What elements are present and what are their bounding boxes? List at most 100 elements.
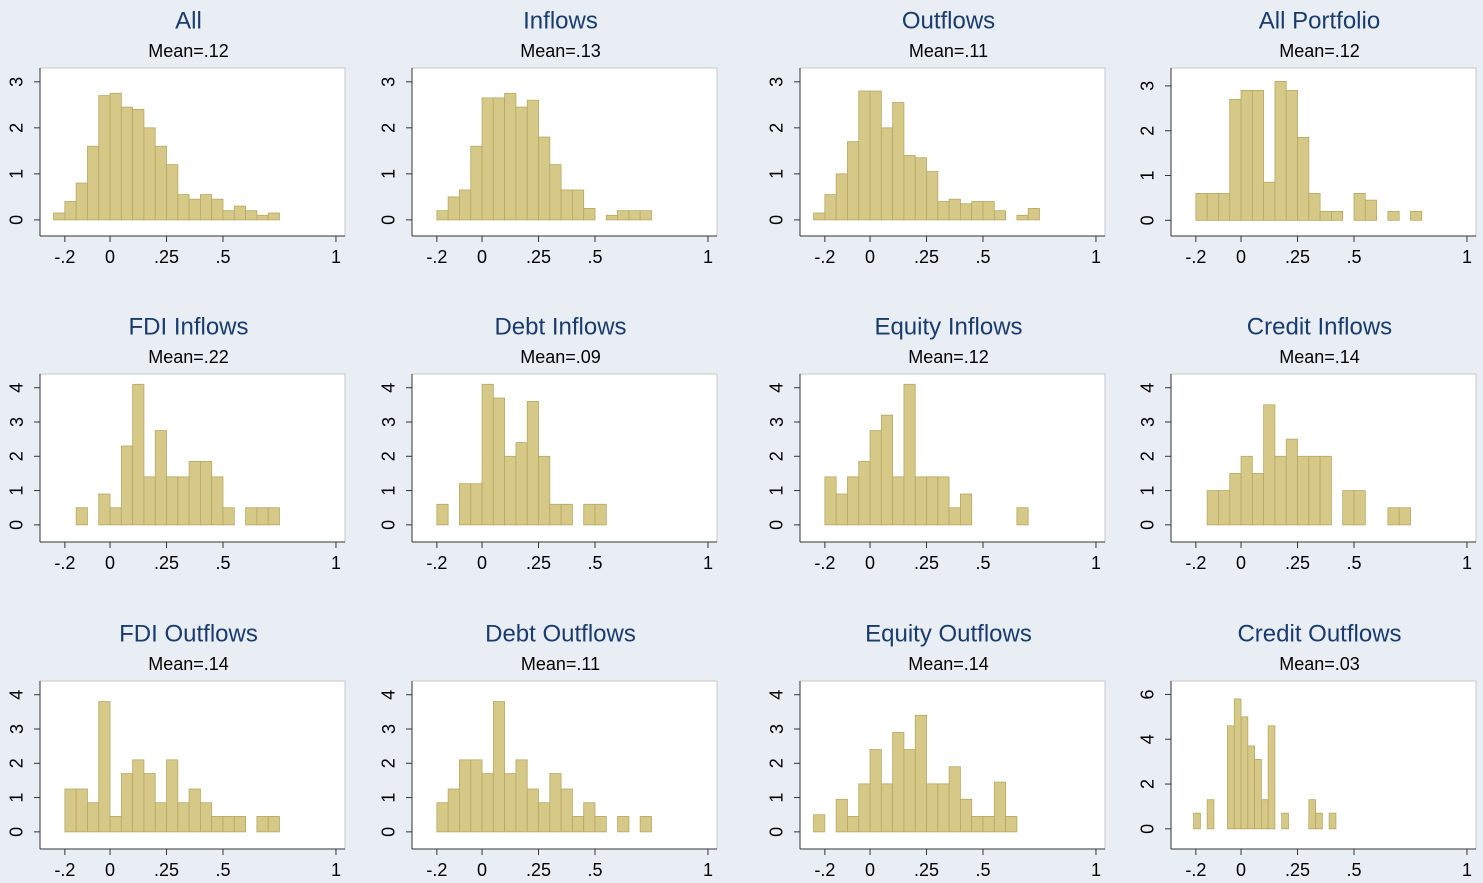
bar: [109, 816, 122, 833]
y-tick-label: 2: [379, 758, 399, 768]
y-tick-label: 2: [379, 123, 399, 133]
x-tick-label: -.2: [814, 247, 835, 267]
bar: [1297, 455, 1310, 526]
bar: [594, 816, 607, 833]
bar: [960, 798, 973, 833]
y-tick-label: 3: [7, 417, 27, 427]
y-tick-label: 4: [379, 383, 399, 393]
y-tick-label: 1: [7, 793, 27, 803]
bar: [1005, 816, 1018, 833]
bar: [1195, 193, 1208, 221]
x-tick-label: .5: [975, 860, 990, 880]
bar: [914, 714, 927, 833]
bar: [120, 445, 134, 526]
bar: [835, 173, 848, 221]
panel-title: Inflows: [523, 7, 598, 34]
x-tick-label: .5: [1346, 860, 1361, 880]
panel-subtitle: Mean=.14: [1279, 347, 1360, 367]
panel: Debt Outflows Mean=.11 -.2 0 .25 .5 1 0 1 2 3 4: [379, 620, 718, 880]
y-tick-label: 0: [1138, 520, 1158, 530]
bar: [166, 759, 179, 833]
bar: [1308, 193, 1321, 221]
bar: [869, 749, 882, 833]
bar: [926, 476, 939, 526]
x-tick-label: 0: [865, 860, 875, 880]
panel-title: Debt Inflows: [494, 313, 626, 340]
y-tick-label: 1: [1138, 171, 1158, 181]
bar: [1315, 812, 1323, 830]
bar: [892, 476, 905, 526]
bar: [982, 201, 995, 221]
bar: [436, 802, 449, 833]
y-tick-label: 0: [767, 215, 787, 225]
y-tick-label: 2: [7, 123, 27, 133]
bar: [222, 507, 235, 526]
bar: [813, 814, 826, 833]
bar: [880, 783, 894, 833]
y-tick-label: 2: [1138, 451, 1158, 461]
bar: [1206, 799, 1215, 830]
bar: [98, 95, 111, 221]
x-tick-label: .25: [154, 860, 179, 880]
y-tick-label: 4: [7, 690, 27, 700]
y-tick-label: 2: [767, 758, 787, 768]
bar: [526, 788, 539, 833]
x-tick-label: .25: [1285, 247, 1310, 267]
x-tick-label: 1: [1462, 553, 1472, 573]
y-tick-label: 3: [767, 77, 787, 87]
y-tick-label: 0: [7, 215, 27, 225]
bar: [188, 461, 201, 526]
bar: [481, 773, 494, 833]
bar: [459, 189, 472, 221]
y-tick-label: 1: [379, 486, 399, 496]
bar: [1027, 207, 1040, 221]
y-tick-label: 1: [767, 486, 787, 496]
x-tick-label: -.2: [1185, 247, 1206, 267]
bar: [1364, 199, 1377, 221]
panel: Debt Inflows Mean=.09 -.2 0 .25 .5 1 0 1 2 3 4: [379, 313, 718, 573]
bar: [549, 164, 562, 221]
bar: [835, 798, 848, 833]
bar: [858, 783, 871, 833]
x-tick-label: .25: [914, 860, 939, 880]
bar: [869, 430, 882, 526]
x-tick-label: 1: [703, 553, 713, 573]
x-tick-label: 1: [1091, 860, 1101, 880]
bar: [1193, 812, 1201, 830]
bar: [937, 783, 950, 833]
bar: [53, 212, 66, 221]
y-tick-label: 0: [379, 827, 399, 837]
bar: [903, 749, 916, 833]
x-tick-label: 1: [331, 553, 341, 573]
bar: [75, 507, 88, 526]
bar: [1240, 455, 1253, 526]
y-tick-label: 3: [767, 724, 787, 734]
bar: [222, 816, 235, 833]
y-tick-label: 3: [7, 724, 27, 734]
bar: [824, 194, 837, 221]
bar: [470, 483, 483, 526]
bar: [903, 155, 916, 221]
y-tick-label: 2: [7, 758, 27, 768]
bar: [538, 136, 551, 221]
bar: [549, 503, 562, 526]
bar: [1206, 490, 1219, 526]
bar: [154, 145, 167, 221]
bar: [1260, 799, 1269, 830]
x-tick-label: .25: [1285, 860, 1310, 880]
x-tick-label: .25: [526, 860, 551, 880]
bar: [120, 106, 134, 221]
bar: [1398, 507, 1411, 526]
bar: [583, 503, 596, 526]
y-tick-label: 4: [1138, 383, 1158, 393]
bar: [1319, 210, 1332, 221]
bar: [937, 201, 950, 221]
x-tick-label: .25: [914, 553, 939, 573]
bar: [948, 198, 961, 221]
x-tick-label: .25: [914, 247, 939, 267]
plot-area: [1170, 680, 1477, 850]
y-tick-label: 0: [767, 520, 787, 530]
bar: [166, 164, 179, 221]
bar: [1353, 193, 1366, 221]
bar: [211, 816, 224, 833]
